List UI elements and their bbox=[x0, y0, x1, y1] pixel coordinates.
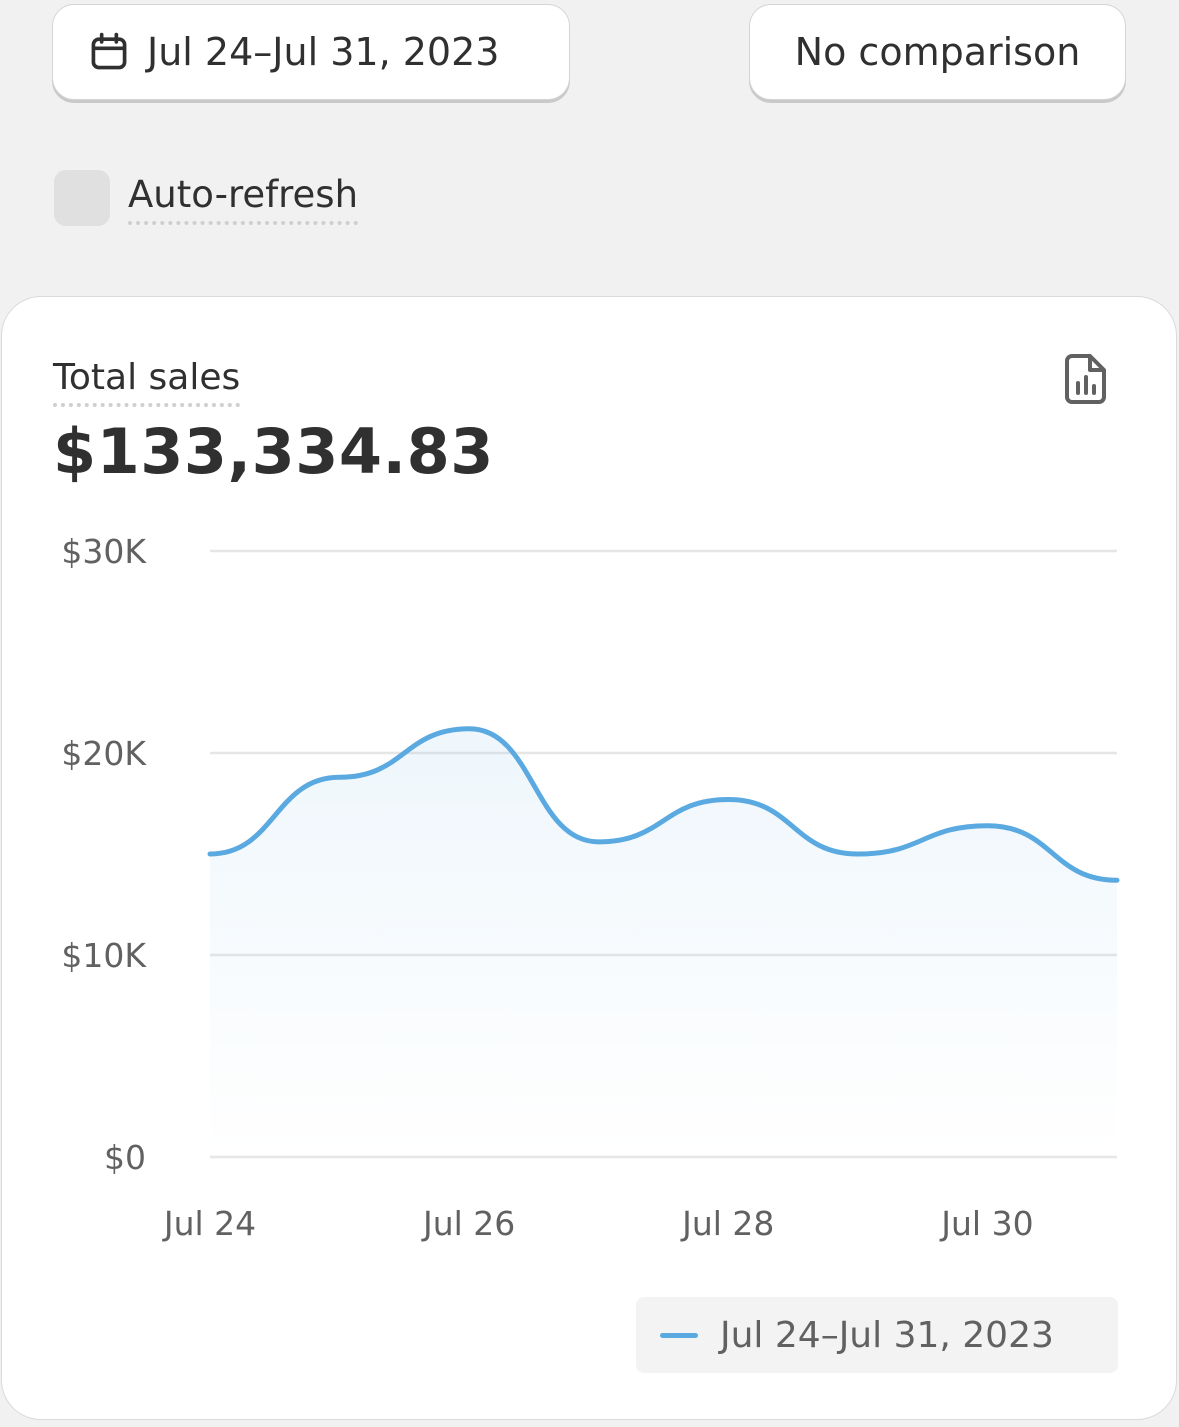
x-tick-label: Jul 24 bbox=[162, 1204, 256, 1243]
y-tick-label: $0 bbox=[104, 1138, 146, 1177]
auto-refresh-label[interactable]: Auto-refresh bbox=[128, 171, 359, 225]
y-tick-label: $10K bbox=[61, 936, 147, 975]
x-tick-label: Jul 26 bbox=[421, 1204, 515, 1243]
report-icon[interactable] bbox=[1064, 353, 1108, 405]
comparison-label: No comparison bbox=[794, 30, 1081, 74]
legend-label: Jul 24–Jul 31, 2023 bbox=[720, 1314, 1054, 1356]
chart-legend[interactable]: Jul 24–Jul 31, 2023 bbox=[636, 1297, 1118, 1373]
auto-refresh-checkbox[interactable] bbox=[54, 170, 110, 226]
legend-swatch bbox=[660, 1332, 698, 1338]
date-range-button[interactable]: Jul 24–Jul 31, 2023 bbox=[52, 4, 570, 100]
metric-label[interactable]: Total sales bbox=[53, 355, 241, 407]
total-sales-card: Total sales $133,334.83 $0 $10K $20K $30K Ju… bbox=[1, 296, 1177, 1420]
sales-chart: $0 $10K $20K $30K Jul 24 Jul 26 Jul 28 Jul 30 bbox=[61, 532, 1120, 1243]
x-tick-label: Jul 28 bbox=[680, 1204, 774, 1243]
comparison-button[interactable]: No comparison bbox=[749, 4, 1126, 100]
y-tick-label: $20K bbox=[61, 734, 147, 773]
metric-value: $133,334.83 bbox=[53, 415, 494, 488]
y-tick-label: $30K bbox=[61, 532, 147, 571]
calendar-icon bbox=[91, 32, 127, 70]
series-line[interactable] bbox=[207, 726, 1120, 883]
auto-refresh-row: Auto-refresh bbox=[54, 170, 359, 226]
date-range-label: Jul 24–Jul 31, 2023 bbox=[147, 30, 500, 74]
x-tick-label: Jul 30 bbox=[939, 1204, 1033, 1243]
series-area bbox=[210, 728, 1117, 1157]
